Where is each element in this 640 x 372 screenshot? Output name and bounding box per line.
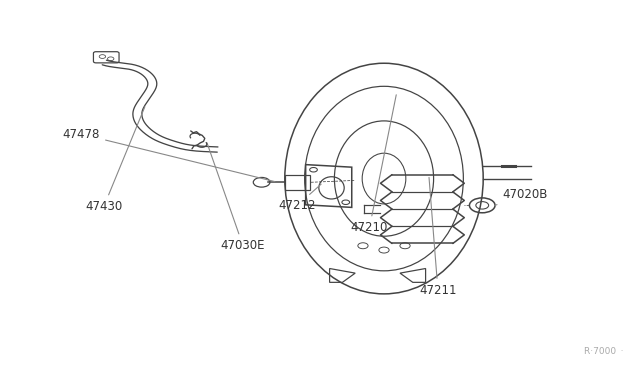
Text: 47030E: 47030E (207, 143, 266, 252)
Text: R·7000 ·: R·7000 · (584, 347, 624, 356)
Text: 47020B: 47020B (495, 188, 548, 205)
Text: 47212: 47212 (278, 184, 321, 212)
Text: 47430: 47430 (85, 107, 145, 213)
Text: 47210: 47210 (351, 95, 396, 234)
Text: 47478: 47478 (63, 128, 275, 182)
Text: 47211: 47211 (419, 177, 457, 297)
